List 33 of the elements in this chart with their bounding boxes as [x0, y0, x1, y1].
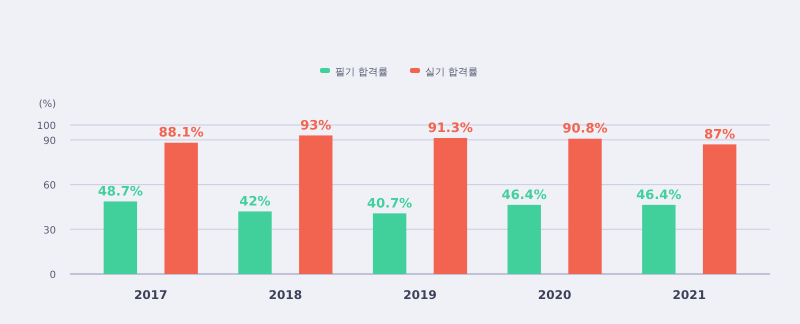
bar	[568, 138, 602, 274]
bar	[164, 142, 198, 274]
data-label: 42%	[239, 194, 271, 210]
legend-label: 실기 합격률	[425, 67, 478, 78]
bar	[238, 211, 272, 274]
data-label: 46.4%	[502, 188, 547, 203]
y-tick-label: 90	[43, 136, 56, 147]
data-label: 90.8%	[562, 122, 608, 137]
data-label: 91.3%	[428, 120, 473, 136]
data-label: 87%	[704, 127, 736, 142]
data-label: 48.7%	[98, 184, 143, 200]
x-tick-label: 2018	[268, 288, 302, 302]
y-tick-label: 100	[36, 121, 56, 132]
y-tick-label: 0	[50, 270, 56, 281]
x-tick-label: 2020	[538, 288, 572, 302]
x-tick-label: 2019	[403, 288, 437, 302]
legend-label: 필기 합격률	[335, 67, 388, 78]
bar	[508, 204, 541, 274]
data-label: 46.4%	[636, 188, 682, 203]
bar	[642, 204, 676, 274]
bar	[299, 135, 332, 274]
bar	[372, 213, 406, 274]
y-axis-title: (%)	[38, 99, 56, 110]
x-tick-label: 2021	[672, 288, 706, 302]
data-label: 40.7%	[367, 196, 412, 212]
data-label: 93%	[300, 118, 332, 134]
y-tick-label: 60	[43, 180, 56, 192]
y-tick-label: 30	[43, 225, 56, 236]
data-label: 88.1%	[158, 126, 204, 141]
bar	[434, 138, 468, 274]
x-tick-label: 2017	[134, 288, 168, 302]
bar	[104, 201, 138, 274]
bar	[702, 144, 736, 274]
